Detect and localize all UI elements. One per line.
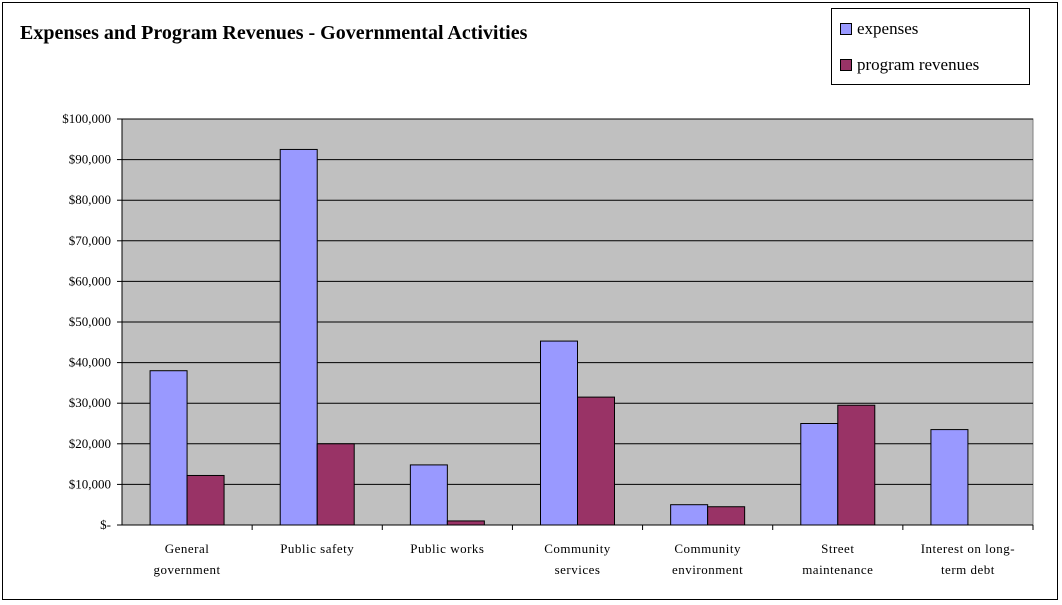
x-category-label: environment [672,562,743,577]
y-tick-label: $100,000 [62,111,111,126]
bar-program-revenues [577,396,615,526]
x-category-label: General [165,541,210,556]
bar-expenses [279,148,318,526]
chart-title: Expenses and Program Revenues - Governme… [20,22,528,44]
x-category-label: Community [544,541,611,556]
bar-expenses [670,504,709,526]
x-category-label: Public safety [280,541,354,556]
bar-expenses [409,464,448,526]
x-category-label: Community [674,541,741,556]
bar-program-revenues [316,443,355,526]
y-tick-label: $- [100,517,111,532]
y-tick-label: $10,000 [69,476,111,491]
legend: expenses program revenues [831,8,1030,85]
bar-program-revenues [446,520,485,526]
y-tick-label: $30,000 [69,395,111,410]
bar-expenses [540,340,578,526]
legend-label-program-revenues: program revenues [857,55,980,74]
bar-expenses [930,429,969,526]
x-category-label: Interest on long- [921,541,1015,556]
x-category-label: Street [821,541,854,556]
y-tick-label: $20,000 [69,436,111,451]
legend-label-expenses: expenses [857,19,919,38]
legend-item-expenses: expenses [840,19,918,39]
x-category-label: services [555,562,601,577]
legend-swatch-program-revenues [840,59,852,71]
x-category-label: term debt [941,562,995,577]
x-category-label: Public works [410,541,484,556]
x-category-label: government [154,562,221,577]
legend-item-program-revenues: program revenues [840,55,979,75]
legend-swatch-expenses [840,23,852,35]
x-category-label: maintenance [802,562,873,577]
y-tick-label: $60,000 [69,273,111,288]
bar-expenses [800,423,839,526]
y-tick-label: $80,000 [69,192,111,207]
y-tick-label: $70,000 [69,233,111,248]
y-tick-label: $50,000 [69,314,111,329]
y-tick-label: $90,000 [69,152,111,167]
bar-program-revenues [186,474,225,526]
y-tick-label: $40,000 [69,355,111,370]
bar-program-revenues [707,506,746,526]
bar-expenses [149,370,188,526]
bar-program-revenues [837,404,876,526]
